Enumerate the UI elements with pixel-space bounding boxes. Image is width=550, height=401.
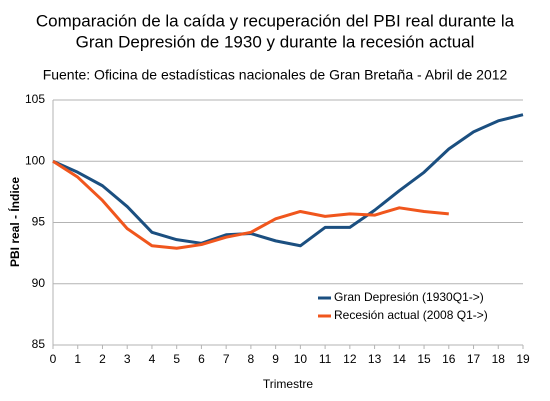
x-tick-label: 2 [99, 352, 106, 366]
x-tick-label: 19 [516, 352, 530, 366]
x-tick-label: 17 [467, 352, 481, 366]
x-tick-label: 7 [223, 352, 230, 366]
x-tick-label: 8 [248, 352, 255, 366]
x-tick-label: 14 [393, 352, 407, 366]
x-tick-label: 11 [319, 352, 332, 366]
x-tick-label: 13 [368, 352, 382, 366]
legend-label: Gran Depresión (1930Q1->) [334, 290, 484, 304]
chart-subtitle: Fuente: Oficina de estadísticas nacional… [43, 67, 508, 83]
line [52, 159, 449, 250]
x-tick-label: 0 [50, 352, 57, 366]
x-tick-label: 6 [198, 352, 205, 366]
x-tick-label: 3 [124, 352, 131, 366]
x-tick-label: 1 [74, 352, 81, 366]
y-tick-label: 100 [25, 153, 45, 167]
x-tick-label: 12 [343, 352, 357, 366]
x-tick-label: 16 [442, 352, 456, 366]
line [52, 113, 524, 248]
y-tick-label: 85 [32, 337, 46, 351]
chart-title: Gran Depresión de 1930 y durante la rece… [76, 32, 475, 51]
x-tick-label: 9 [272, 352, 279, 366]
y-tick-label: 90 [32, 276, 46, 290]
y-tick-label: 95 [32, 215, 46, 229]
chart-title: Comparación de la caída y recuperación d… [36, 11, 515, 30]
x-tick-label: 10 [294, 352, 308, 366]
y-tick-label: 105 [25, 92, 45, 106]
x-tick-label: 5 [173, 352, 180, 366]
x-tick-label: 4 [149, 352, 156, 366]
x-axis-label: Trimestre [263, 377, 314, 391]
x-tick-label: 15 [417, 352, 431, 366]
x-tick-label: 18 [492, 352, 506, 366]
legend-label: Recesión actual (2008 Q1->) [334, 308, 488, 322]
y-axis-label: PBI real - Índice [7, 177, 22, 267]
